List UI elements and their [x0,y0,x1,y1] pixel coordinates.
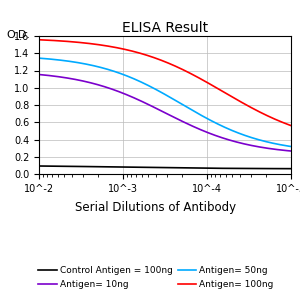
Legend: Control Antigen = 100ng, Antigen= 10ng, Antigen= 50ng, Antigen= 100ng: Control Antigen = 100ng, Antigen= 10ng, … [35,263,277,292]
Text: Serial Dilutions of Antibody: Serial Dilutions of Antibody [75,202,237,214]
Title: ELISA Result: ELISA Result [122,21,208,35]
Text: O.D.: O.D. [6,30,30,40]
